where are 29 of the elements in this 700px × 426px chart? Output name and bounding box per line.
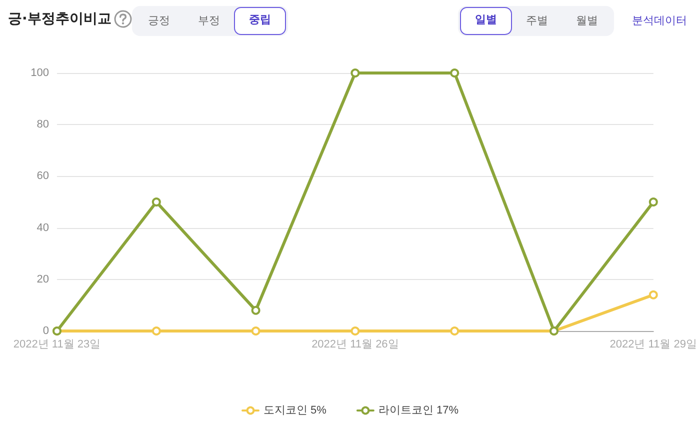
point [152, 326, 161, 336]
point [152, 198, 161, 206]
point [450, 68, 460, 78]
point [350, 68, 360, 78]
text: 긍정 [147, 13, 171, 29]
y-tick-label: 20 [36, 273, 49, 286]
text: 주별 [525, 13, 549, 29]
y-tick-label: 0 [42, 325, 49, 337]
text: 일별 [460, 7, 512, 35]
point [251, 306, 260, 315]
chart-title: 긍·부정추이비교 [8, 10, 112, 28]
y-tick-label: 60 [36, 170, 49, 182]
point [450, 326, 460, 336]
legend-label: 도지코인 5% [263, 404, 327, 416]
x-tick-label: 2022년 11월 23일 [13, 338, 101, 350]
y-tick-label: 40 [36, 222, 49, 234]
legend-label: 라이트코인 17% [378, 404, 459, 416]
point [350, 326, 360, 336]
y-tick-label: 100 [30, 67, 49, 79]
text: 분석데이터 [632, 13, 687, 28]
y-tick-label: 80 [36, 118, 49, 131]
point [648, 290, 658, 300]
text: 부정 [197, 13, 221, 29]
x-tick-label: 2022년 11월 29일 [610, 338, 698, 350]
x-tick-label: 2022년 11월 26일 [312, 338, 399, 350]
text: 월별 [575, 13, 599, 29]
point [648, 198, 658, 206]
point [251, 326, 260, 336]
text: 중립 [234, 7, 286, 35]
